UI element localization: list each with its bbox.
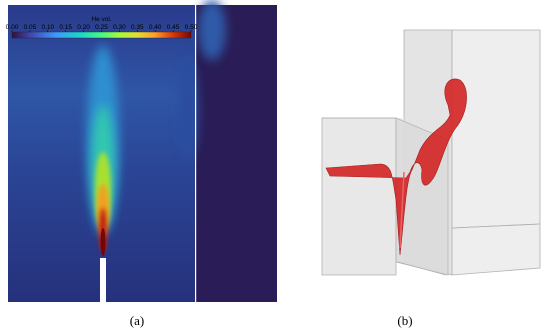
colorbar-tick-label: 0.00 (6, 24, 19, 31)
colorbar-tick-label: 0.35 (131, 24, 144, 31)
field-image (8, 0, 277, 302)
colorbar-tick-label: 0.50 (185, 24, 198, 31)
colorbar-tick-label: 0.15 (59, 24, 72, 31)
colorbar-title: He vol. (91, 16, 111, 23)
panel-caption: (b) (397, 313, 412, 328)
colorbar: He vol. 0.00 0.05 0.10 0.15 0.20 0.25 0.30 0.35… (6, 16, 198, 39)
colorbar-tick-label: 0.45 (167, 24, 180, 31)
colorbar-tick-label: 0.20 (77, 24, 90, 31)
colorbar-tick-label: 0.30 (113, 24, 126, 31)
colorbar-tick-label: 0.25 (95, 24, 108, 31)
colorbar-tick-label: 0.10 (41, 24, 54, 31)
colorbar-tick-label: 0.05 (24, 24, 37, 31)
colorbar-tick-label: 0.40 (149, 24, 162, 31)
panel-caption: (a) (130, 313, 144, 328)
render-3d (321, 29, 541, 276)
